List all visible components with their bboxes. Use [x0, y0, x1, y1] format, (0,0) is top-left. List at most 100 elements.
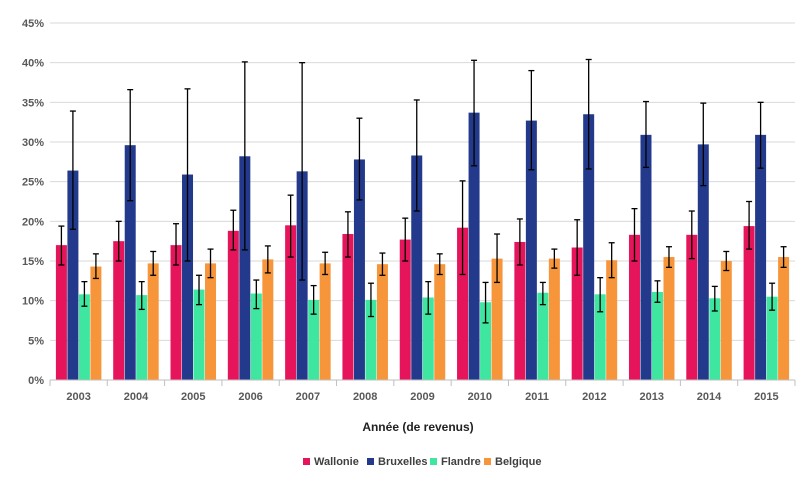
x-tick-label: 2004 [124, 391, 149, 403]
legend: Wallonie Bruxelles Flandre Belgique [303, 456, 541, 468]
error-bar-wallonie-2007 [287, 194, 294, 258]
bar-wallonie-2014 [686, 234, 698, 380]
error-bar-belgique-2004 [150, 250, 157, 276]
error-bar-bruxelles-2012 [585, 58, 592, 170]
bar-wallonie-2004 [113, 241, 125, 380]
bar-belgique-2008 [376, 264, 388, 380]
y-tick-label: 5% [28, 335, 44, 347]
x-tick-label: 2011 [525, 391, 549, 403]
bar-bruxelles-2011 [525, 120, 537, 380]
y-tick-label: 10% [22, 296, 44, 308]
legend-item-wallonie: Wallonie [303, 456, 359, 468]
error-bar-belgique-2006 [264, 245, 271, 274]
bar-flandre-2009 [422, 297, 434, 380]
bar-flandre-2008 [365, 299, 377, 380]
error-bar-bruxelles-2005 [184, 88, 191, 262]
error-bar-wallonie-2005 [173, 223, 180, 266]
bar-wallonie-2007 [285, 225, 297, 380]
legend-swatch [484, 458, 491, 465]
bar-belgique-2011 [548, 258, 560, 380]
bar-bruxelles-2005 [182, 174, 194, 380]
bar-bruxelles-2014 [697, 144, 709, 380]
y-tick-label: 0% [28, 375, 44, 387]
y-axis: 0% 5% 10% 15% 20% 25% 30% 35% 40% 45% [22, 18, 44, 387]
y-tick-label: 15% [22, 256, 44, 268]
bar-flandre-2005 [193, 289, 205, 380]
y-tick-label: 20% [22, 216, 44, 228]
bar-bruxelles-2015 [755, 134, 767, 380]
error-bar-bruxelles-2010 [471, 59, 478, 167]
bar-bruxelles-2008 [353, 159, 365, 380]
error-bar-belgique-2013 [665, 246, 672, 268]
error-bar-flandre-2006 [253, 279, 260, 310]
bar-flandre-2003 [78, 294, 90, 380]
x-tick-label: 2015 [754, 391, 778, 403]
error-bar-flandre-2008 [367, 282, 374, 318]
bar-wallonie-2008 [342, 234, 354, 380]
bar-flandre-2011 [537, 292, 549, 380]
x-tick-label: 2007 [296, 391, 320, 403]
error-bar-bruxelles-2009 [413, 99, 420, 212]
error-bar-flandre-2004 [138, 280, 145, 311]
y-tick-label: 45% [22, 18, 44, 30]
bar-flandre-2013 [651, 291, 663, 380]
y-tick-label: 30% [22, 137, 44, 149]
bar-wallonie-2011 [514, 241, 526, 380]
error-bar-belgique-2008 [379, 252, 386, 276]
error-bar-bruxelles-2011 [528, 69, 535, 171]
error-bar-belgique-2015 [780, 246, 787, 268]
error-bar-bruxelles-2007 [299, 62, 306, 281]
bars [55, 112, 790, 380]
bar-flandre-2010 [480, 302, 492, 380]
bar-wallonie-2006 [227, 230, 239, 380]
error-bar-flandre-2007 [310, 284, 317, 315]
error-bar-wallonie-2015 [746, 200, 753, 250]
bar-belgique-2012 [606, 260, 618, 380]
x-tick-label: 2008 [353, 391, 377, 403]
x-tick-label: 2003 [66, 391, 90, 403]
legend-item-bruxelles: Bruxelles [367, 456, 428, 468]
error-bar-wallonie-2003 [58, 225, 65, 266]
error-bar-wallonie-2006 [230, 209, 237, 251]
error-bar-flandre-2009 [425, 280, 432, 315]
error-bar-belgique-2012 [608, 242, 615, 279]
error-bar-bruxelles-2013 [642, 100, 649, 169]
bar-bruxelles-2010 [468, 112, 480, 380]
bar-belgique-2003 [90, 266, 102, 380]
legend-label: Wallonie [314, 456, 359, 468]
bar-bruxelles-2012 [583, 114, 595, 380]
error-bar-wallonie-2013 [631, 207, 638, 262]
error-bar-flandre-2015 [769, 282, 776, 311]
bar-belgique-2015 [778, 257, 790, 380]
bar-belgique-2010 [491, 258, 503, 380]
error-bar-flandre-2003 [81, 280, 88, 307]
error-bar-bruxelles-2008 [356, 117, 363, 201]
bar-bruxelles-2009 [411, 155, 423, 380]
error-bar-flandre-2012 [597, 277, 604, 313]
y-tick-label: 25% [22, 177, 44, 189]
legend-swatch [430, 458, 437, 465]
bar-bruxelles-2004 [124, 145, 136, 380]
error-bars [58, 58, 787, 324]
bar-belgique-2009 [434, 264, 446, 380]
bar-wallonie-2010 [457, 227, 469, 380]
legend-label: Bruxelles [378, 456, 428, 468]
error-bar-wallonie-2012 [574, 219, 581, 276]
error-bar-wallonie-2009 [402, 217, 409, 262]
bar-belgique-2007 [319, 263, 331, 380]
error-bar-wallonie-2010 [459, 180, 466, 276]
error-bar-belgique-2003 [92, 253, 99, 280]
bar-bruxelles-2006 [239, 156, 251, 380]
bar-wallonie-2005 [170, 245, 182, 380]
error-bar-bruxelles-2004 [127, 88, 134, 202]
bar-belgique-2013 [663, 257, 675, 380]
bar-wallonie-2009 [399, 239, 411, 380]
x-tick-label: 2013 [639, 391, 663, 403]
x-tick-label: 2012 [582, 391, 606, 403]
error-bar-bruxelles-2014 [700, 102, 707, 187]
error-bar-belgique-2014 [723, 250, 730, 272]
error-bar-belgique-2007 [322, 251, 329, 276]
y-tick-label: 35% [22, 97, 44, 109]
bar-flandre-2012 [594, 294, 606, 380]
